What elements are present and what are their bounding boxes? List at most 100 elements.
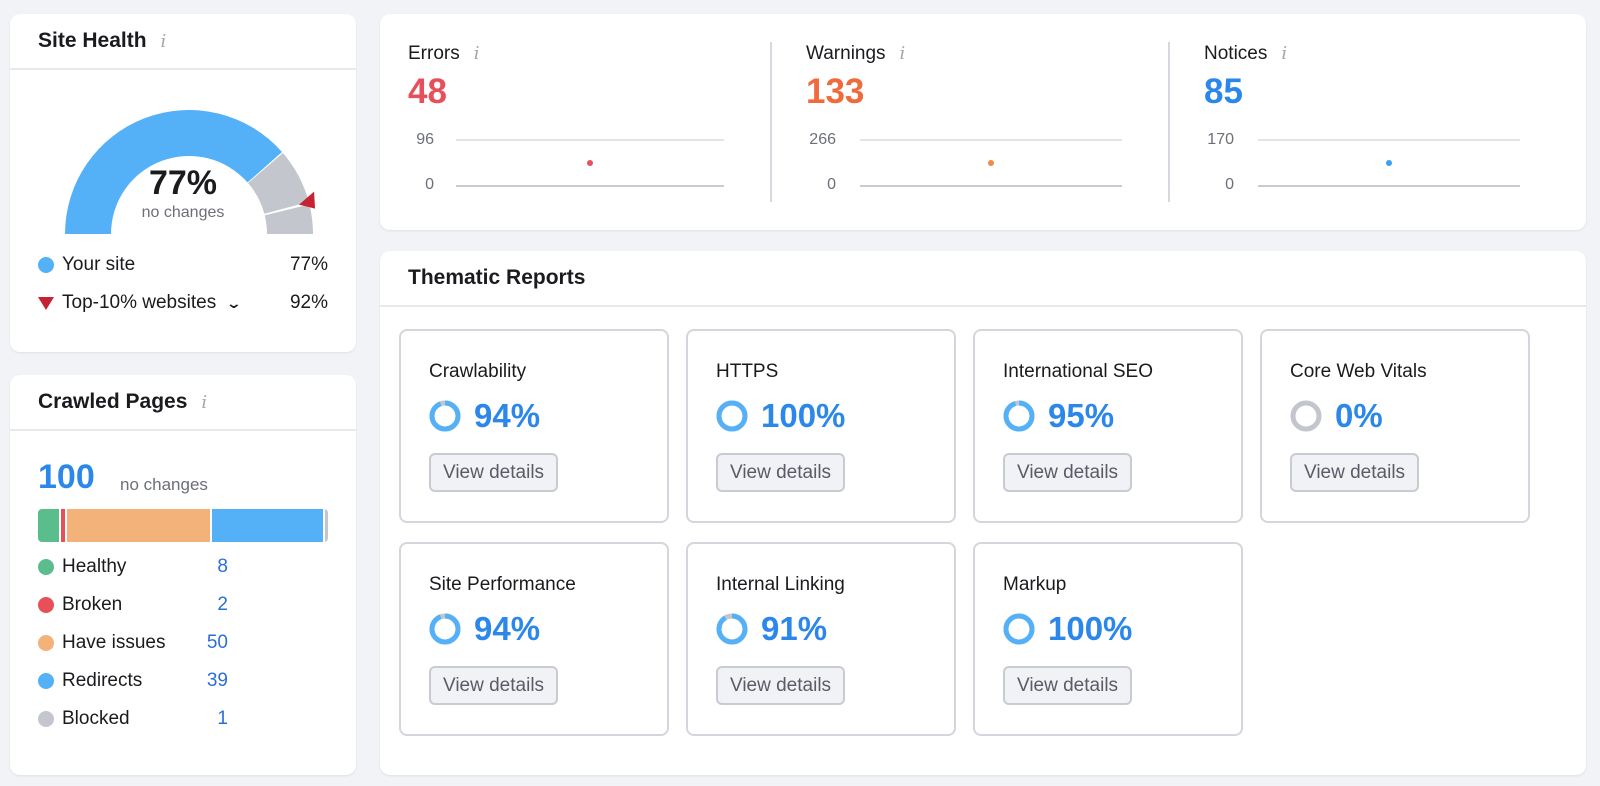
thematic-reports-title: Thematic Reports xyxy=(408,266,586,289)
info-icon[interactable]: i xyxy=(473,43,480,64)
issue-label: Errors i xyxy=(408,43,480,64)
progress-donut-icon xyxy=(716,400,748,432)
crawled-pages-title: Crawled Pages xyxy=(38,390,188,413)
status-dot-icon xyxy=(38,711,54,727)
issue-count[interactable]: 133 xyxy=(806,72,865,111)
crawled-row-label: Have issues xyxy=(62,632,166,653)
bar-segment-have-issues[interactable] xyxy=(66,509,212,542)
report-score: 94% xyxy=(429,610,540,648)
report-score: 0% xyxy=(1290,397,1383,435)
crawled-pages-sub: no changes xyxy=(120,475,208,494)
status-dot-icon xyxy=(38,559,54,575)
crawled-row-label: Blocked xyxy=(62,708,130,729)
crawled-row-broken: Broken 2 xyxy=(38,594,228,616)
view-details-button[interactable]: View details xyxy=(716,666,846,705)
crawled-row-have-issues: Have issues 50 xyxy=(38,632,228,654)
blue-dot-icon xyxy=(38,257,54,273)
info-icon[interactable]: i xyxy=(201,391,208,413)
info-icon[interactable]: i xyxy=(1281,43,1288,64)
crawled-row-healthy: Healthy 8 xyxy=(38,556,228,578)
legend-label: Top-10% websites xyxy=(62,292,217,313)
data-point[interactable] xyxy=(988,159,994,166)
site-health-score-sub: no changes xyxy=(141,204,225,221)
report-percent: 91% xyxy=(761,610,828,647)
report-name[interactable]: International SEO xyxy=(1003,361,1153,382)
report-percent: 100% xyxy=(1048,610,1133,647)
crawled-pages-stacked-bar[interactable] xyxy=(38,509,328,542)
bar-segment-blocked[interactable] xyxy=(325,509,328,542)
report-name[interactable]: Crawlability xyxy=(429,361,527,382)
chevron-down-icon[interactable]: ⌄ xyxy=(225,294,243,311)
view-details-button[interactable]: View details xyxy=(429,666,559,705)
bar-segment-redirects[interactable] xyxy=(211,509,326,542)
legend-value: 77% xyxy=(289,254,328,275)
top10-marker-icon xyxy=(299,191,316,209)
crawled-row-count[interactable]: 39 xyxy=(206,670,228,691)
view-details-button[interactable]: View details xyxy=(1290,453,1420,492)
report-percent: 95% xyxy=(1048,397,1115,434)
report-score: 95% xyxy=(1003,397,1114,435)
report-card-international-seo: International SEO 95% View details xyxy=(973,329,1243,523)
report-card-crawlability: Crawlability 94% View details xyxy=(399,329,669,523)
legend-your-site: Your site 77% xyxy=(38,254,328,276)
report-name[interactable]: Markup xyxy=(1003,574,1067,595)
legend-top10[interactable]: Top-10% websites ⌄ 92% xyxy=(38,292,328,314)
view-details-button[interactable]: View details xyxy=(1003,453,1133,492)
crawled-pages-total[interactable]: 100 xyxy=(38,458,95,496)
report-card-site-performance: Site Performance 94% View details xyxy=(399,542,669,736)
y-axis-min: 0 xyxy=(827,176,836,193)
y-axis-min: 0 xyxy=(425,176,434,193)
y-axis-max: 170 xyxy=(1207,131,1234,148)
grid-line xyxy=(456,139,724,141)
red-triangle-icon xyxy=(38,296,54,310)
view-details-button[interactable]: View details xyxy=(429,453,559,492)
site-health-title: Site Health xyxy=(38,29,147,52)
view-details-button[interactable]: View details xyxy=(1003,666,1133,705)
site-health-card: Site Health i 77% no changes Your site 7… xyxy=(10,14,356,352)
status-dot-icon xyxy=(38,597,54,613)
crawled-row-count[interactable]: 2 xyxy=(217,594,228,615)
report-name[interactable]: Internal Linking xyxy=(716,574,845,595)
report-name[interactable]: Core Web Vitals xyxy=(1290,361,1427,382)
y-axis-max: 266 xyxy=(809,131,836,148)
info-icon[interactable]: i xyxy=(160,30,167,52)
progress-donut-icon xyxy=(716,613,748,645)
progress-donut-icon xyxy=(1003,400,1035,432)
report-card-markup: Markup 100% View details xyxy=(973,542,1243,736)
x-axis-line xyxy=(456,185,724,187)
status-dot-icon xyxy=(38,635,54,651)
grid-line xyxy=(860,139,1122,141)
legend-label: Your site xyxy=(62,254,136,275)
column-divider xyxy=(770,42,772,202)
issue-count[interactable]: 48 xyxy=(408,72,447,111)
view-details-button[interactable]: View details xyxy=(716,453,846,492)
issue-count[interactable]: 85 xyxy=(1204,72,1243,111)
crawled-row-label: Redirects xyxy=(62,670,143,691)
bar-segment-broken[interactable] xyxy=(61,509,67,542)
crawled-row-count[interactable]: 50 xyxy=(206,632,228,653)
report-score: 100% xyxy=(716,397,845,435)
report-percent: 94% xyxy=(474,610,541,647)
y-axis-min: 0 xyxy=(1225,176,1234,193)
bar-segment-healthy[interactable] xyxy=(38,509,62,542)
report-card-internal-linking: Internal Linking 91% View details xyxy=(686,542,956,736)
x-axis-line xyxy=(860,185,1122,187)
data-point[interactable] xyxy=(587,159,593,166)
thematic-reports-header: Thematic Reports xyxy=(380,251,1586,307)
progress-donut-icon xyxy=(429,400,461,432)
crawled-pages-header: Crawled Pages i xyxy=(10,375,356,431)
issue-label: Notices i xyxy=(1204,43,1288,64)
report-percent: 94% xyxy=(474,397,541,434)
info-icon[interactable]: i xyxy=(899,43,906,64)
report-percent: 0% xyxy=(1335,397,1383,434)
progress-donut-icon xyxy=(429,613,461,645)
data-point[interactable] xyxy=(1386,159,1392,166)
crawled-row-count[interactable]: 1 xyxy=(217,708,228,729)
report-card-core-web-vitals: Core Web Vitals 0% View details xyxy=(1260,329,1530,523)
report-name[interactable]: HTTPS xyxy=(716,361,779,382)
crawled-row-label: Healthy xyxy=(62,556,127,577)
crawled-row-count[interactable]: 8 xyxy=(217,556,228,577)
site-health-score: 77% xyxy=(148,164,218,202)
report-score: 100% xyxy=(1003,610,1132,648)
report-name[interactable]: Site Performance xyxy=(429,574,576,595)
